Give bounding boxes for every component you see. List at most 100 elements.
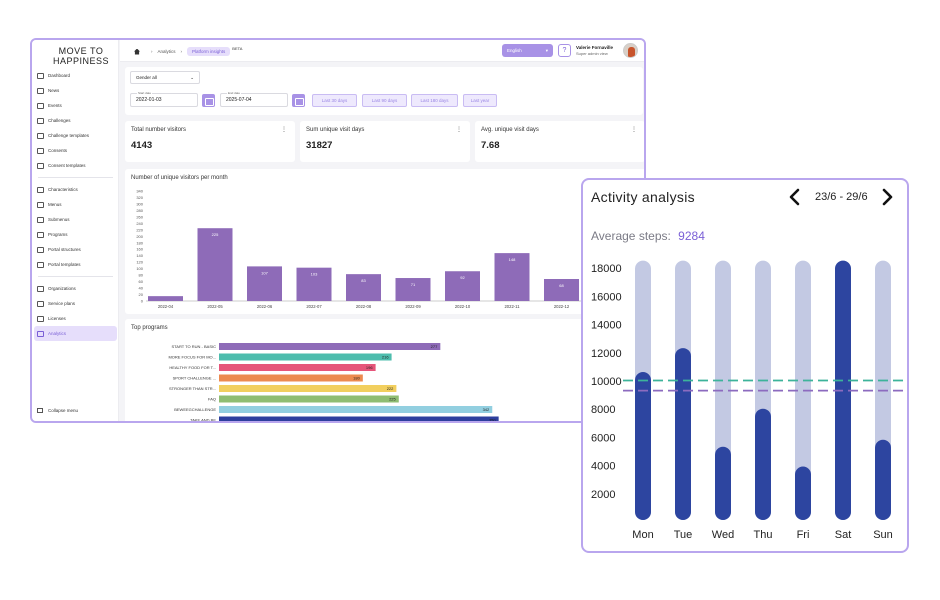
organizations-icon	[37, 285, 44, 292]
sidebar-item-label: Consents	[48, 148, 68, 153]
bar-2022-07[interactable]	[296, 267, 332, 301]
avatar[interactable]	[623, 43, 638, 58]
x-tick-label: Mon	[632, 529, 653, 541]
program-label: STRONGER THAN STR...	[169, 386, 216, 391]
more-icon[interactable]: ⋮	[456, 127, 462, 133]
sidebar-item-news[interactable]: News	[32, 83, 119, 98]
sidebar-item-programs[interactable]: Programs	[32, 227, 119, 242]
program-bar[interactable]	[219, 353, 392, 361]
y-tick-label: 20	[139, 292, 144, 297]
collapse-menu-button[interactable]: Collapse menu	[37, 408, 78, 413]
portal-structures-icon	[37, 246, 44, 253]
program-bar[interactable]	[219, 406, 493, 413]
sidebar-item-organizations[interactable]: Organizations	[32, 281, 119, 296]
sidebar-item-label: Dashboard	[48, 73, 71, 78]
stat-title: Avg. unique visit days	[481, 127, 539, 133]
last-180-days-button[interactable]: Last 180 days	[411, 94, 458, 107]
bar-mon[interactable]	[635, 372, 651, 520]
stat-title: Sum unique visit days	[306, 127, 365, 133]
sidebar-item-dashboard[interactable]: Dashboard	[32, 68, 119, 83]
bar-2022-12[interactable]	[544, 279, 579, 301]
bar-2022-04[interactable]	[148, 296, 183, 301]
sidebar-item-analytics[interactable]: Analytics	[34, 326, 117, 341]
bar-2022-09[interactable]	[395, 278, 431, 301]
program-bar[interactable]	[219, 364, 376, 371]
sidebar-item-licenses[interactable]: Licenses	[32, 311, 119, 326]
program-value-label: 222	[387, 386, 394, 391]
y-tick-label: 160	[136, 247, 143, 252]
sidebar-item-portal-structures[interactable]: Portal structures	[32, 242, 119, 257]
bar-2022-05[interactable]	[197, 228, 233, 301]
activity-chart-svg: 18000 16000 14000 12000 10000 8000 6000 4000 200…	[591, 260, 905, 541]
bar-2022-11[interactable]	[494, 253, 530, 301]
program-value-label: 180	[353, 376, 360, 381]
language-select[interactable]: English ▾	[502, 44, 553, 57]
gender-value: Gender all	[136, 75, 157, 80]
user-info[interactable]: Valerie Fornaville Super admin view	[576, 45, 613, 57]
stat-value: 31827	[306, 140, 333, 151]
week-range: 23/6 - 29/6	[815, 191, 868, 203]
start-date-field[interactable]: Start date 2022-01-03	[130, 91, 198, 107]
sidebar-item-menus[interactable]: Menus	[32, 197, 119, 212]
bar-2022-06[interactable]	[247, 266, 282, 301]
chevron-left-icon[interactable]	[787, 188, 803, 206]
sidebar-item-service-plans[interactable]: Service plans	[32, 296, 119, 311]
chevron-right-icon[interactable]	[879, 188, 895, 206]
logo-line2: HAPPINESS	[52, 56, 110, 66]
chevron-down-icon: ▾	[545, 47, 548, 53]
bar-value-label: 83	[361, 278, 366, 283]
program-label: MORE FOCUS FOR MO...	[168, 355, 216, 360]
gender-select[interactable]: Gender all ⌄	[130, 71, 200, 84]
bar-fri[interactable]	[795, 466, 811, 520]
last-year-button[interactable]: Last year	[463, 94, 497, 107]
sidebar-item-consents[interactable]: Consents	[32, 143, 119, 158]
y-tick-label: 300	[136, 201, 143, 206]
program-bar[interactable]	[219, 395, 399, 403]
sidebar-item-events[interactable]: Events	[32, 98, 119, 113]
program-value-label: 277	[431, 344, 438, 349]
bar-wed[interactable]	[715, 446, 731, 520]
program-bar[interactable]	[219, 374, 363, 382]
sidebar-item-consent-templates[interactable]: Consent templates	[32, 158, 119, 173]
end-date-field[interactable]: End date 2025-07-04	[220, 91, 288, 107]
program-bar[interactable]	[219, 416, 499, 424]
sidebar-item-challenges[interactable]: Challenges	[32, 113, 119, 128]
programs-chart-svg: START TO RUN - BASIC 277 MORE FOCUS FOR MO…	[168, 343, 499, 424]
consent-templates-icon	[37, 162, 44, 169]
bar-thu[interactable]	[755, 408, 771, 520]
sidebar-item-label: Licenses	[48, 316, 66, 321]
calendar-icon[interactable]	[292, 94, 305, 107]
bar-2022-10[interactable]	[445, 271, 480, 301]
program-value-label: 216	[382, 355, 389, 360]
more-icon[interactable]: ⋮	[281, 127, 287, 133]
chart-title: Number of unique visitors per month	[131, 175, 228, 181]
more-icon[interactable]: ⋮	[631, 127, 637, 133]
last-90-days-button[interactable]: Last 90 days	[362, 94, 407, 107]
stat-card-sum-visit-days: Sum unique visit days 31827 ⋮	[300, 121, 470, 162]
bar-value-label: 103	[311, 272, 318, 277]
breadcrumb-platform-insights[interactable]: Platform insights	[187, 47, 231, 56]
sidebar-item-portal-templates[interactable]: Portal templates	[32, 257, 119, 272]
stat-value: 4143	[131, 140, 153, 151]
sidebar-item-challenge-templates[interactable]: Challenge templates	[32, 128, 119, 143]
bar-tue[interactable]	[675, 348, 691, 520]
y-tick-label: 320	[136, 195, 143, 200]
x-tick-label: Fri	[797, 529, 810, 541]
y-tick-label: 180	[136, 240, 143, 245]
calendar-icon[interactable]	[202, 94, 215, 107]
y-tick-label: 140	[136, 253, 143, 258]
home-icon[interactable]	[134, 48, 140, 55]
visitors-per-month-chart: Number of unique visitors per month 0 20 4…	[125, 169, 644, 314]
sidebar-item-characteristics[interactable]: Characteristics	[32, 182, 119, 197]
program-bar[interactable]	[219, 343, 441, 350]
program-value-label: 196	[366, 365, 373, 370]
bar-sun[interactable]	[875, 439, 891, 520]
bar-2022-08[interactable]	[346, 274, 381, 301]
help-button[interactable]: ?	[558, 44, 571, 57]
sidebar-item-submenus[interactable]: Submenus	[32, 212, 119, 227]
breadcrumb-analytics[interactable]: Analytics	[157, 49, 176, 54]
program-bar[interactable]	[219, 385, 397, 392]
y-tick-label: 8000	[591, 404, 615, 416]
last-30-days-button[interactable]: Last 30 days	[312, 94, 357, 107]
